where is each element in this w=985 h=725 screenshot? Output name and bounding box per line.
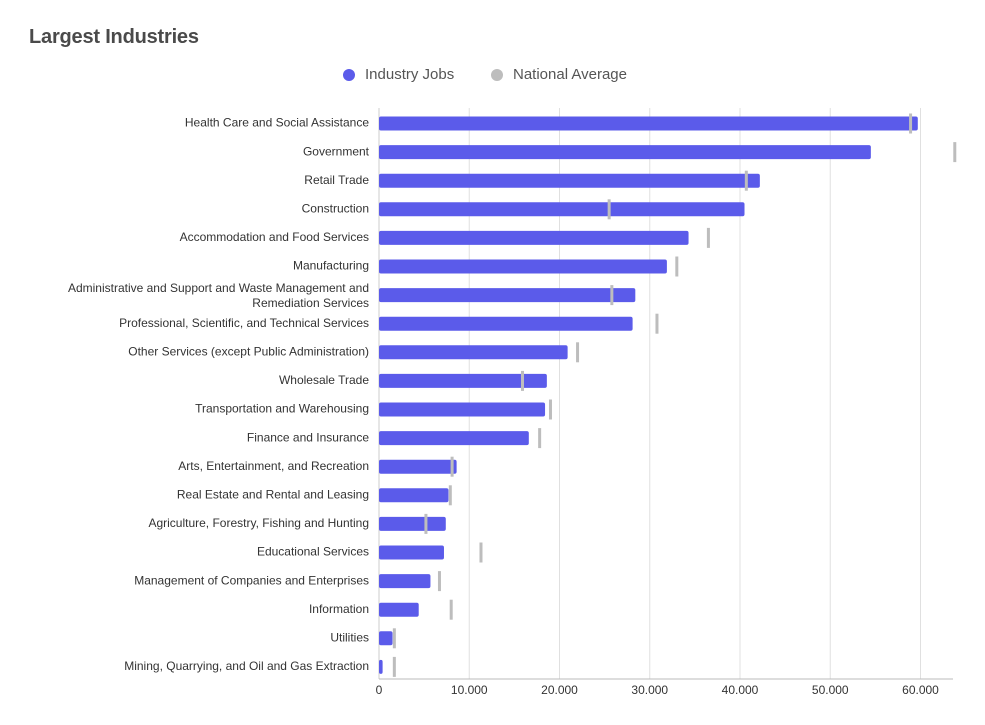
national-average-marker bbox=[744, 170, 748, 191]
industry-jobs-bar bbox=[379, 202, 745, 217]
category-label: Educational Services bbox=[257, 545, 369, 559]
national-average-marker bbox=[538, 428, 542, 449]
national-average-marker bbox=[548, 399, 552, 420]
legend-label-national-average: National Average bbox=[513, 66, 627, 83]
legend-item-industry-jobs[interactable]: Industry Jobs bbox=[343, 66, 454, 83]
category-label: Finance and Insurance bbox=[247, 430, 369, 444]
national-average-marker bbox=[448, 485, 452, 506]
national-average-marker bbox=[675, 256, 679, 277]
category-label: Mining, Quarrying, and Oil and Gas Extra… bbox=[124, 659, 369, 673]
industry-jobs-bar bbox=[379, 373, 547, 388]
category-label: Administrative and Support and Waste Man… bbox=[68, 281, 369, 310]
industry-jobs-bar bbox=[379, 459, 457, 474]
industry-jobs-bar bbox=[379, 631, 393, 646]
legend-dot-icon bbox=[343, 68, 355, 81]
x-tick-label: 40.000 bbox=[722, 683, 759, 697]
x-tick-label: 50.000 bbox=[812, 683, 849, 697]
category-label: Arts, Entertainment, and Recreation bbox=[178, 459, 369, 473]
industry-jobs-bar bbox=[379, 574, 431, 589]
national-average-marker bbox=[655, 313, 659, 334]
national-average-marker bbox=[576, 342, 580, 363]
category-label: Retail Trade bbox=[304, 173, 369, 187]
category-label: Transportation and Warehousing bbox=[195, 402, 369, 416]
chart-title: Largest Industries bbox=[29, 26, 199, 48]
national-average-marker bbox=[706, 227, 710, 248]
national-average-marker bbox=[424, 513, 428, 534]
legend-item-national-average[interactable]: National Average bbox=[491, 66, 627, 83]
legend-label-industry-jobs: Industry Jobs bbox=[365, 66, 455, 83]
category-label: Real Estate and Rental and Leasing bbox=[177, 487, 369, 501]
industry-jobs-bar bbox=[379, 516, 446, 531]
national-average-marker bbox=[437, 571, 441, 592]
national-average-marker bbox=[610, 285, 614, 306]
national-average-marker bbox=[450, 456, 454, 477]
category-label: Other Services (except Public Administra… bbox=[128, 344, 369, 358]
industry-jobs-bar bbox=[379, 145, 871, 160]
industry-jobs-bar bbox=[379, 316, 633, 331]
national-average-marker bbox=[607, 199, 611, 220]
industry-jobs-bar bbox=[379, 545, 444, 560]
national-average-marker bbox=[909, 113, 913, 134]
category-label: Wholesale Trade bbox=[279, 373, 369, 387]
x-tick-label: 60.000 bbox=[902, 683, 939, 697]
national-average-marker bbox=[479, 542, 483, 563]
category-label: Information bbox=[309, 602, 369, 616]
industry-jobs-bar bbox=[379, 259, 667, 274]
industry-jobs-bar bbox=[379, 602, 419, 617]
national-average-marker bbox=[392, 628, 396, 649]
industry-jobs-bar bbox=[379, 488, 449, 503]
legend-dot-icon bbox=[491, 68, 503, 81]
category-label: Manufacturing bbox=[293, 259, 369, 273]
category-label: Construction bbox=[302, 201, 369, 215]
industry-jobs-bar bbox=[379, 116, 918, 131]
x-tick-label: 30.000 bbox=[631, 683, 668, 697]
national-average-marker bbox=[392, 656, 396, 677]
chart-legend: Industry Jobs National Average bbox=[0, 66, 985, 88]
national-average-marker bbox=[449, 599, 453, 620]
industry-jobs-bar bbox=[379, 659, 383, 674]
category-label: Utilities bbox=[330, 630, 369, 644]
national-average-marker bbox=[520, 370, 524, 391]
x-tick-label: 10.000 bbox=[451, 683, 488, 697]
category-label: Health Care and Social Assistance bbox=[185, 116, 369, 130]
x-tick-label: 20.000 bbox=[541, 683, 578, 697]
x-tick-label: 0 bbox=[376, 683, 383, 697]
industry-jobs-bar bbox=[379, 230, 689, 245]
industry-jobs-bar bbox=[379, 345, 568, 360]
industry-jobs-bar bbox=[379, 288, 636, 303]
category-label: Agriculture, Forestry, Fishing and Hunti… bbox=[148, 516, 369, 530]
industry-jobs-bar bbox=[379, 173, 760, 188]
category-label: Government bbox=[303, 144, 370, 158]
category-label: Management of Companies and Enterprises bbox=[134, 573, 369, 587]
national-average-marker bbox=[953, 142, 957, 163]
industry-jobs-bar bbox=[379, 431, 529, 446]
category-label: Accommodation and Food Services bbox=[180, 230, 369, 244]
industry-jobs-bar bbox=[379, 402, 546, 417]
category-label: Professional, Scientific, and Technical … bbox=[119, 316, 369, 330]
